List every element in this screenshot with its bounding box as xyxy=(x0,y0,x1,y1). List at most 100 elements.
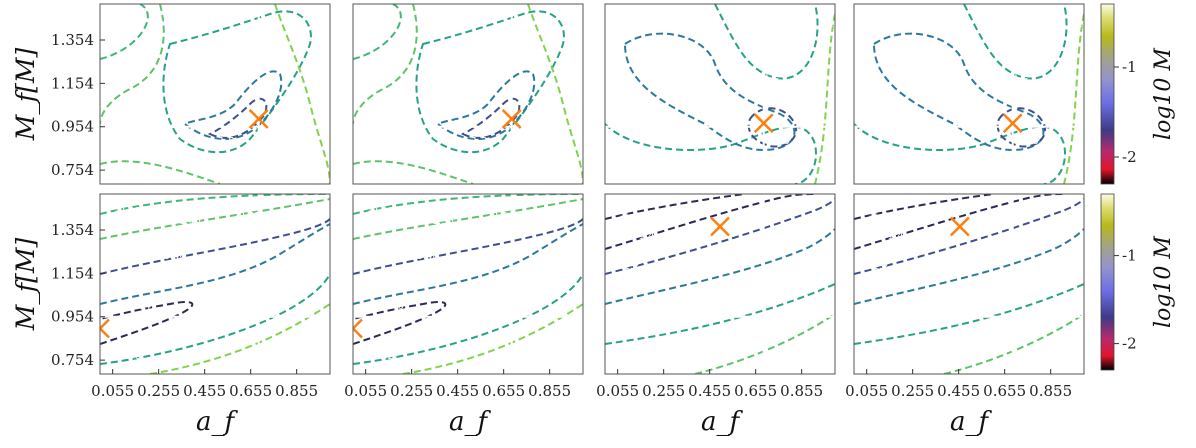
best-fit-marker xyxy=(949,216,970,237)
y-axis-label: M_f[M] xyxy=(11,238,40,332)
best-fit-marker xyxy=(1002,113,1023,134)
contour-line xyxy=(207,97,268,139)
contour-line xyxy=(814,13,835,184)
contour-line xyxy=(747,107,797,148)
contour-label: -0.48 xyxy=(115,206,141,217)
contour-label: -1.2 xyxy=(1009,71,1029,82)
contour-label: -0.9 xyxy=(160,16,180,27)
colorbar-tick-label: -1 xyxy=(1122,58,1137,76)
contour-line xyxy=(100,4,149,60)
x-tick-label: 0.855 xyxy=(1029,382,1072,400)
contour-label: -0.3 xyxy=(830,21,850,32)
y-axis-label: M_f[M] xyxy=(11,48,40,142)
best-fit-marker xyxy=(248,109,269,129)
colorbar-tick-label: -2 xyxy=(1122,148,1137,166)
panel-r1c4: -0.9-1.5 -1.2-0.6-1.5-0.6-0.3 xyxy=(854,4,1084,184)
panel-r1c1: -0.6 -0.9 -1.2 -1.5 -0.3 -0.6 -0.3 xyxy=(100,4,330,184)
contour-line xyxy=(353,273,583,365)
contour-line xyxy=(353,301,447,345)
contour-label: -1.5 xyxy=(215,136,235,147)
contour-label: -0.40 xyxy=(160,251,186,262)
panel-fields: -0.6 -0.9 -1.2 -1.5 -0.3 -0.6 -0.3 -0.3 -0.6 -0.9… xyxy=(100,4,1084,374)
x-axis-label: a_f xyxy=(701,407,744,437)
contour-line xyxy=(1063,13,1084,184)
x-tick-label: 0.455 xyxy=(183,382,226,400)
panel-frame xyxy=(604,193,836,375)
panel-r2c3: -1.2-1.4-1.2-1.0-0.8 xyxy=(605,194,835,374)
contour-label: -0.3 xyxy=(383,41,403,52)
contour-line xyxy=(460,97,521,139)
contour-line xyxy=(162,10,312,154)
contour-label: -0.6 xyxy=(770,136,790,147)
contour-label: -1.2 xyxy=(210,71,230,82)
x-tick-label: 0.255 xyxy=(390,382,433,400)
contour-line xyxy=(100,4,165,125)
contour-line xyxy=(436,70,536,140)
contour-line xyxy=(605,123,817,184)
contour-label: -0.6 xyxy=(563,11,583,22)
contour-line xyxy=(353,4,418,125)
x-tick-label: 0.055 xyxy=(845,382,888,400)
contour-line xyxy=(527,4,583,184)
panel-r2c2: -0.40 -0.56 -0.64 -0.48 -0.40 -0.32 xyxy=(353,194,583,374)
contour-line xyxy=(714,4,819,80)
contour-line xyxy=(274,4,330,184)
contour-line xyxy=(854,123,1066,184)
panel-frame xyxy=(99,3,331,185)
panel-r2c1: -0.48 -0.40 -0.32 -0.40 -0.64 -0.56 -0.48 xyxy=(100,194,330,374)
axes-layer: 0.754 0.954 1.154 1.354 M_f[M] 0.754 0.954 1.15… xyxy=(11,3,1085,437)
colorbar-label: log10 M xyxy=(1151,236,1176,328)
contour-line xyxy=(353,160,474,184)
x-tick-label: 0.855 xyxy=(780,382,823,400)
panel-r1c2: -0.3 -0.6 -0.9 -1.2 -1.5 -0.6 xyxy=(353,4,583,184)
contour-label: -0.6 xyxy=(130,41,150,52)
x-tick-label: 0.255 xyxy=(891,382,934,400)
best-fit-marker xyxy=(353,318,363,339)
y-tick-label: 0.754 xyxy=(51,161,94,179)
contour-line xyxy=(353,198,583,240)
panel-frame xyxy=(352,193,584,375)
x-tick-label: 0.255 xyxy=(642,382,685,400)
contour-label: -0.6 xyxy=(1019,136,1039,147)
x-tick-label: 0.455 xyxy=(688,382,731,400)
contour-line xyxy=(963,4,1068,80)
colorbar-label: log10 M xyxy=(1151,48,1176,140)
contour-label: -1.2 xyxy=(869,261,889,272)
contour-label: -0.56 xyxy=(428,216,454,227)
contour-label: -0.40 xyxy=(175,216,201,227)
x-tick-label: 0.455 xyxy=(937,382,980,400)
contour-line xyxy=(854,283,1084,345)
contour-label: -1.2 xyxy=(760,71,780,82)
y-tick-label: 1.354 xyxy=(51,31,94,49)
colorbar-tick-label: -2 xyxy=(1122,335,1137,353)
contour-line xyxy=(100,198,330,240)
colorbar-bottom xyxy=(1100,193,1115,371)
x-tick-label: 0.655 xyxy=(482,382,525,400)
x-tick-label: 0.655 xyxy=(229,382,272,400)
x-axis-label: a_f xyxy=(449,407,492,437)
contour-line xyxy=(854,228,1084,305)
contour-line xyxy=(100,218,330,275)
contour-line xyxy=(623,32,796,151)
contour-label: -0.32 xyxy=(235,211,261,222)
contour-line xyxy=(605,194,746,220)
x-tick-label: 0.855 xyxy=(528,382,571,400)
contour-line xyxy=(605,283,835,345)
x-tick-label: 0.455 xyxy=(436,382,479,400)
y-tick-label: 0.954 xyxy=(51,308,94,326)
contour-label: -1.2 xyxy=(620,261,640,272)
contour-label: -1.2 xyxy=(620,211,640,222)
panel-frame xyxy=(99,193,331,375)
contour-line xyxy=(149,303,330,374)
contour-label: -0.32 xyxy=(368,351,394,362)
x-tick-label: 0.255 xyxy=(137,382,180,400)
y-tick-label: 1.154 xyxy=(51,264,94,282)
contour-label: -0.40 xyxy=(378,301,404,312)
contour-label: -0.64 xyxy=(488,211,514,222)
contour-line xyxy=(854,194,995,220)
contour-line xyxy=(100,301,194,345)
contour-label: -0.48 xyxy=(300,256,326,267)
y-tick-label: 1.154 xyxy=(51,74,94,92)
contour-label: -1.5 xyxy=(493,111,513,122)
panel-frame xyxy=(853,193,1085,375)
